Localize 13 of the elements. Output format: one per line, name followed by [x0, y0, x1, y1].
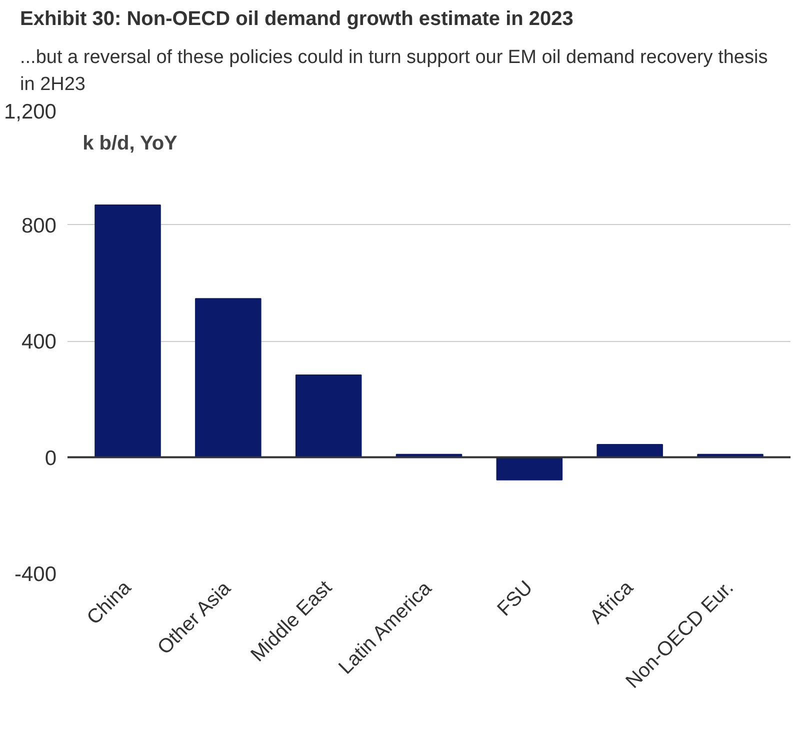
bar: [295, 374, 362, 458]
chart-subtitle: ...but a reversal of these policies could in turn support our EM oil demand recovery thesis in 2H23: [20, 46, 769, 97]
chart-title: Exhibit 30: Non-OECD oil demand growth estimate in 2023: [20, 7, 574, 32]
y-tick-label: 1,200: [4, 100, 57, 124]
y-tick-label: 800: [21, 214, 57, 238]
bar: [496, 456, 563, 480]
bar: [596, 444, 663, 458]
y-axis-title: k b/d, YoY: [82, 132, 178, 154]
bar: [195, 298, 262, 458]
y-tick-label: 0: [44, 446, 57, 470]
bar: [94, 204, 161, 458]
y-tick-label: 400: [21, 330, 57, 354]
y-tick-label: -400: [14, 562, 56, 586]
